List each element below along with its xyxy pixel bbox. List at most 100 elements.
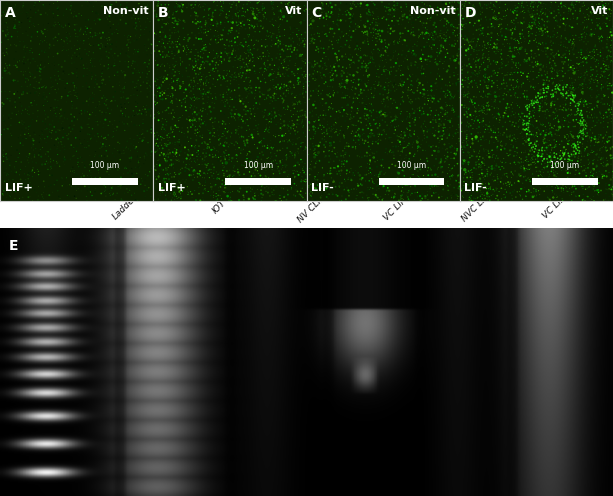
Point xyxy=(579,38,589,46)
Point xyxy=(461,0,471,5)
Point xyxy=(248,9,257,17)
Point xyxy=(154,173,164,181)
Point xyxy=(464,12,474,20)
Point xyxy=(163,150,173,158)
Point xyxy=(10,21,20,29)
Point xyxy=(558,182,568,189)
Point xyxy=(276,0,286,7)
Point xyxy=(207,74,217,82)
Point xyxy=(177,177,186,185)
Point xyxy=(511,44,521,52)
Point xyxy=(227,139,237,147)
Point xyxy=(175,96,185,104)
Point xyxy=(73,158,83,166)
Point xyxy=(352,191,362,199)
Point xyxy=(48,157,58,165)
Point xyxy=(427,92,436,100)
Point xyxy=(579,28,589,36)
Point xyxy=(275,194,285,202)
Point xyxy=(386,149,396,157)
Point xyxy=(299,93,309,101)
Point xyxy=(319,71,329,79)
Point xyxy=(569,118,579,125)
Point xyxy=(467,116,477,124)
Point xyxy=(384,4,394,12)
Point xyxy=(278,180,287,188)
Point xyxy=(194,2,204,10)
Point xyxy=(555,77,565,85)
Point xyxy=(242,73,251,81)
Point xyxy=(8,176,18,184)
Point xyxy=(416,55,425,63)
Point xyxy=(276,196,286,204)
Point xyxy=(50,141,59,149)
Point xyxy=(64,30,74,38)
Point xyxy=(302,176,312,184)
Point xyxy=(57,63,67,71)
Point xyxy=(553,154,563,162)
Point xyxy=(131,103,141,111)
Point xyxy=(543,28,552,36)
Point xyxy=(476,192,485,200)
Point xyxy=(177,141,186,149)
Point xyxy=(557,184,566,192)
Point xyxy=(16,136,26,144)
Point xyxy=(250,176,260,184)
Point xyxy=(302,119,311,127)
Point xyxy=(534,39,544,47)
Point xyxy=(517,26,527,34)
Point xyxy=(306,20,316,28)
Point xyxy=(497,32,507,40)
Point xyxy=(162,142,172,150)
Point xyxy=(365,184,375,191)
Point xyxy=(53,176,63,184)
Point xyxy=(177,164,187,172)
Point xyxy=(413,37,422,45)
Point xyxy=(214,136,224,144)
Point xyxy=(358,194,368,202)
Point xyxy=(363,73,373,81)
Point xyxy=(131,83,141,91)
Point xyxy=(377,131,387,139)
Point xyxy=(474,164,484,172)
Point xyxy=(408,43,418,51)
Point xyxy=(473,117,482,125)
Point xyxy=(408,5,418,13)
Point xyxy=(500,90,509,98)
Point xyxy=(543,18,552,26)
Point xyxy=(227,37,237,45)
Point xyxy=(541,4,550,12)
Point xyxy=(109,59,119,67)
Point xyxy=(132,79,142,87)
Point xyxy=(404,94,414,102)
Point xyxy=(553,84,563,92)
Point xyxy=(587,31,596,39)
Point xyxy=(543,74,552,82)
Point xyxy=(501,140,511,148)
Point xyxy=(243,107,253,115)
Point xyxy=(65,144,75,152)
Point xyxy=(587,134,596,142)
Point xyxy=(365,154,375,162)
Point xyxy=(284,171,294,179)
Point xyxy=(532,155,542,163)
Point xyxy=(107,23,116,31)
Point xyxy=(562,165,571,173)
Point xyxy=(340,150,350,158)
Point xyxy=(375,25,384,33)
Point xyxy=(208,123,218,130)
Point xyxy=(524,158,533,166)
Point xyxy=(568,97,577,105)
Point xyxy=(21,133,31,141)
Point xyxy=(285,23,295,31)
Point xyxy=(285,148,295,156)
Point xyxy=(456,1,466,9)
Point xyxy=(216,31,226,39)
Point xyxy=(356,13,365,21)
Point xyxy=(550,178,560,186)
Point xyxy=(142,93,152,101)
Point xyxy=(576,156,586,164)
Point xyxy=(437,135,447,143)
Point xyxy=(37,127,47,135)
Point xyxy=(252,177,262,185)
